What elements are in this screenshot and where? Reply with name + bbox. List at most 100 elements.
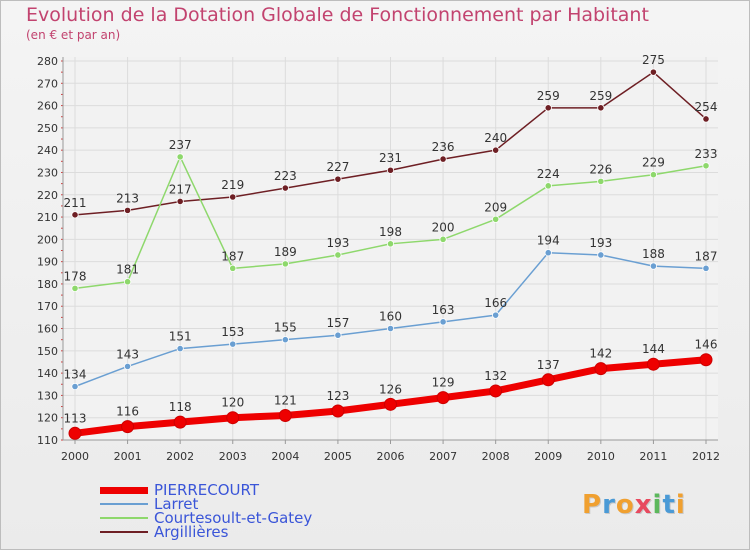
data-point [439, 318, 447, 326]
data-point [702, 115, 710, 123]
data-point [68, 426, 82, 440]
y-tick-label: 210 [37, 211, 58, 224]
data-point [699, 353, 713, 367]
y-tick-label: 250 [37, 122, 58, 135]
data-label: 209 [484, 200, 507, 214]
data-point [229, 264, 237, 272]
data-point [281, 336, 289, 344]
x-tick-label: 2001 [114, 450, 142, 463]
data-label: 121 [274, 393, 297, 407]
x-tick-label: 2011 [639, 450, 667, 463]
data-point [492, 215, 500, 223]
y-tick-label: 230 [37, 166, 58, 179]
data-point [71, 284, 79, 292]
data-point [544, 104, 552, 112]
data-label: 143 [116, 347, 139, 361]
data-point [226, 411, 240, 425]
data-label: 231 [379, 151, 402, 165]
y-tick-label: 150 [37, 345, 58, 358]
data-label: 153 [221, 325, 244, 339]
data-point [492, 311, 500, 319]
proxiti-logo: Proxiti [582, 490, 686, 520]
data-point [541, 373, 555, 387]
data-point [594, 362, 608, 376]
legend-label: Courtesoult-et-Gatey [154, 509, 313, 527]
legend-label: Argillières [154, 523, 229, 541]
data-point [386, 324, 395, 333]
data-label: 146 [695, 338, 718, 352]
data-label: 259 [537, 89, 560, 103]
data-point [702, 264, 710, 272]
data-point [702, 162, 710, 170]
y-tick-label: 280 [37, 55, 58, 68]
legend-swatch [100, 503, 148, 505]
data-point [71, 382, 79, 391]
data-label: 229 [642, 156, 665, 170]
data-point [229, 193, 237, 201]
data-point [544, 249, 552, 257]
data-point [123, 206, 132, 214]
y-tick-label: 120 [37, 412, 58, 425]
data-point [489, 384, 503, 398]
data-label: 213 [116, 191, 139, 205]
legend-label: Larret [154, 495, 199, 513]
data-point [492, 146, 500, 154]
data-label: 142 [589, 347, 612, 361]
data-label: 116 [116, 405, 139, 419]
data-point [281, 260, 289, 268]
data-point [439, 155, 447, 163]
x-tick-label: 2005 [324, 450, 352, 463]
data-label: 160 [379, 310, 402, 324]
legend-swatch [100, 531, 148, 533]
data-label: 181 [116, 263, 139, 277]
data-point [544, 182, 552, 190]
data-point [71, 211, 79, 219]
data-label: 211 [64, 196, 87, 210]
data-point [123, 278, 132, 286]
data-label: 227 [326, 160, 349, 174]
data-label: 113 [64, 411, 87, 425]
data-label: 193 [326, 236, 349, 250]
x-tick-label: 2010 [587, 450, 615, 463]
y-tick-label: 240 [37, 144, 58, 157]
data-label: 132 [484, 369, 507, 383]
y-tick-label: 170 [37, 300, 58, 313]
data-label: 137 [537, 358, 560, 372]
data-label: 120 [221, 396, 244, 410]
data-point [334, 331, 342, 339]
data-point [597, 251, 605, 259]
data-point [334, 175, 342, 183]
data-point [649, 68, 658, 76]
data-point [229, 340, 237, 348]
y-tick-label: 270 [37, 77, 58, 90]
data-point [173, 415, 187, 429]
data-point [597, 104, 605, 112]
data-point [176, 153, 184, 161]
data-label: 178 [64, 269, 87, 283]
data-point [123, 362, 132, 371]
data-label: 151 [169, 330, 192, 344]
legend-label: PIERRECOURT [154, 481, 260, 499]
data-point [281, 184, 289, 192]
x-tick-label: 2006 [377, 450, 405, 463]
data-label: 187 [221, 249, 244, 263]
chart-title: Evolution de la Dotation Globale de Fonc… [26, 4, 649, 26]
y-tick-label: 260 [37, 100, 58, 113]
data-label: 155 [274, 321, 297, 335]
data-point [597, 177, 605, 185]
data-point [439, 235, 447, 243]
data-label: 219 [221, 178, 244, 192]
x-tick-label: 2012 [692, 450, 720, 463]
y-tick-label: 200 [37, 233, 58, 246]
legend-swatch [100, 517, 148, 519]
legend-swatch [100, 487, 148, 494]
data-label: 123 [326, 389, 349, 403]
data-point [649, 171, 658, 179]
data-point [176, 197, 184, 206]
data-label: 217 [169, 182, 192, 196]
data-label: 200 [432, 220, 455, 234]
data-label: 129 [432, 376, 455, 390]
y-tick-label: 160 [37, 323, 58, 336]
data-label: 134 [64, 367, 87, 381]
